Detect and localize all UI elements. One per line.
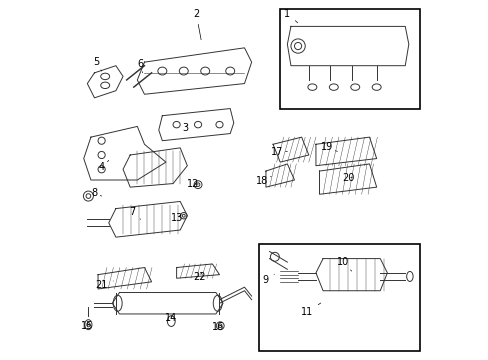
Bar	[280, 9, 419, 109]
Text: 13: 13	[170, 212, 183, 222]
Text: 3: 3	[182, 123, 188, 133]
Text: 1: 1	[284, 9, 297, 23]
Bar	[258, 244, 419, 351]
Text: 6: 6	[138, 59, 143, 73]
Text: 20: 20	[341, 173, 354, 183]
Text: 17: 17	[270, 147, 287, 157]
Text: 18: 18	[255, 176, 271, 186]
Text: 5: 5	[93, 57, 102, 71]
Text: 14: 14	[165, 312, 177, 323]
Text: 10: 10	[336, 257, 351, 271]
Text: 4: 4	[99, 160, 108, 172]
Text: 22: 22	[193, 272, 205, 282]
Text: 7: 7	[128, 207, 140, 219]
Text: 8: 8	[91, 188, 102, 198]
Text: 19: 19	[320, 142, 337, 152]
Text: 9: 9	[263, 274, 274, 285]
Text: 11: 11	[300, 303, 320, 317]
Text: 16: 16	[211, 322, 224, 332]
Text: 15: 15	[81, 321, 93, 331]
Text: 2: 2	[193, 9, 201, 40]
Text: 21: 21	[95, 280, 113, 291]
Text: 12: 12	[186, 179, 199, 189]
